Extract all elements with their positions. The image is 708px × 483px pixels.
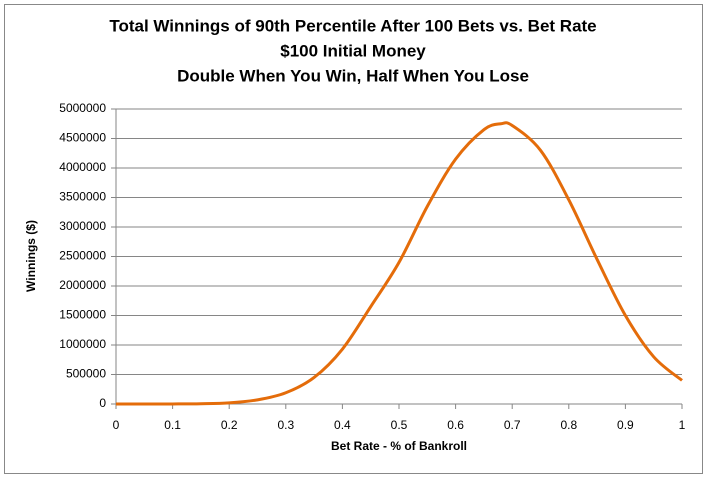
x-tick-label: 0	[113, 418, 120, 432]
chart-subtitle: $100 Initial Money	[280, 41, 426, 60]
y-axis-title: Winnings ($)	[24, 220, 38, 292]
chart-subtitle: Double When You Win, Half When You Lose	[177, 66, 529, 85]
x-axis-title: Bet Rate - % of Bankroll	[331, 439, 467, 453]
x-tick-label: 0.4	[334, 418, 351, 432]
data-line	[115, 121, 683, 406]
y-tick-label: 4000000	[59, 160, 106, 174]
y-tick-label: 1500000	[59, 308, 106, 322]
y-tick-label: 1000000	[59, 337, 106, 351]
y-tick-label: 4500000	[59, 131, 106, 145]
x-tick-label: 0.3	[277, 418, 294, 432]
y-tick-label: 0	[99, 396, 106, 410]
x-tick-label: 0.9	[617, 418, 634, 432]
chart-title: Total Winnings of 90th Percentile After …	[109, 16, 596, 35]
x-tick-label: 0.8	[560, 418, 577, 432]
y-tick-label: 2000000	[59, 278, 106, 292]
x-tick-label: 0.1	[164, 418, 181, 432]
x-tick-label: 0.2	[221, 418, 238, 432]
x-tick-label: 0.5	[391, 418, 408, 432]
y-tick-label: 500000	[66, 367, 106, 381]
y-tick-label: 3500000	[59, 190, 106, 204]
y-tick-label: 3000000	[59, 219, 106, 233]
y-tick-label: 2500000	[59, 249, 106, 263]
x-tick-label: 0.6	[447, 418, 464, 432]
x-tick-label: 0.7	[504, 418, 521, 432]
x-tick-label: 1	[679, 418, 686, 432]
y-tick-label: 5000000	[59, 101, 106, 115]
